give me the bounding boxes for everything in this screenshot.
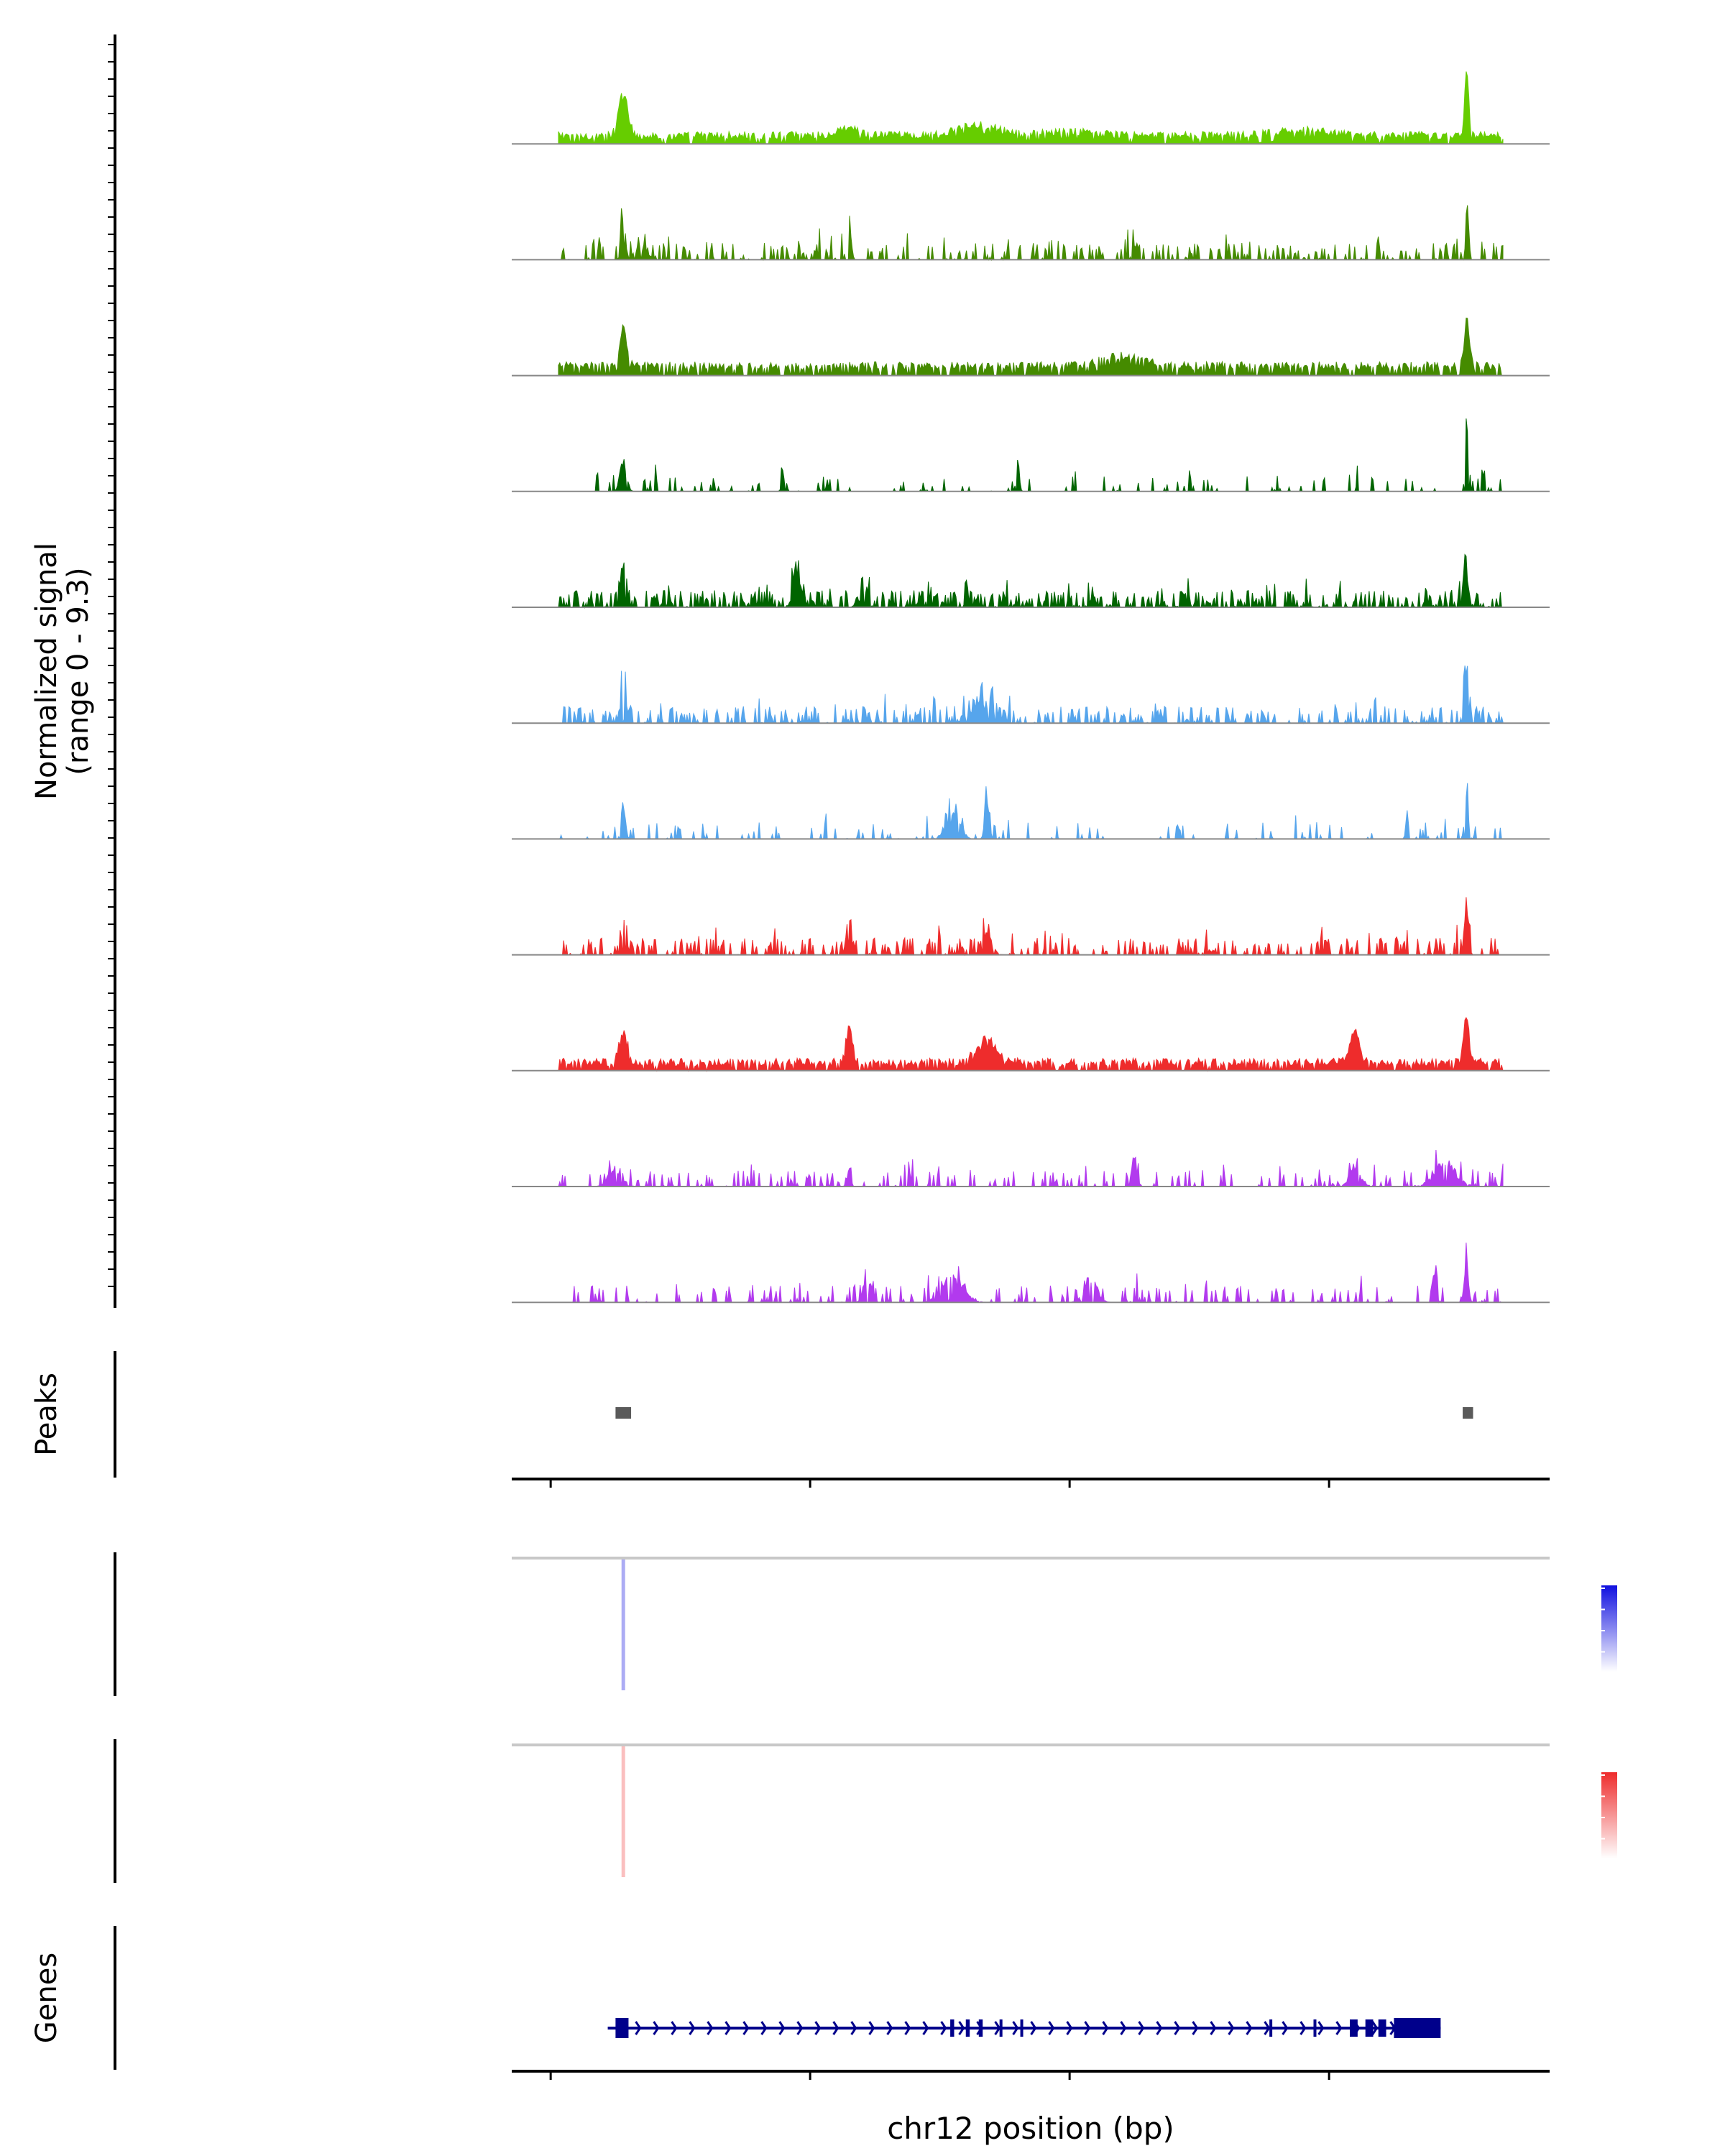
x-axis-lower-ticks xyxy=(549,2071,1330,2080)
peaks-label: Peaks xyxy=(30,1373,63,1456)
coverage-y-range-label: (range 0 - 9.3) xyxy=(62,567,95,775)
coverage-area xyxy=(558,783,1503,841)
strand-arrow xyxy=(742,2021,750,2035)
coverage-area xyxy=(558,553,1503,609)
strand-arrow xyxy=(1102,2021,1109,2035)
gene-exon xyxy=(1350,2019,1358,2037)
gene-exon xyxy=(1378,2019,1386,2037)
links-panel xyxy=(114,1552,1617,1696)
links-panels xyxy=(114,1552,1617,1883)
gene-models xyxy=(607,2018,1441,2038)
strand-arrow xyxy=(1120,2021,1127,2035)
strand-arrow xyxy=(1084,2021,1091,2035)
strand-arrow xyxy=(796,2021,804,2035)
strand-arrow xyxy=(1192,2021,1199,2035)
coverage-track xyxy=(512,1149,1550,1188)
strand-arrow xyxy=(671,2021,678,2035)
coverage-track xyxy=(512,71,1550,146)
coverage-area xyxy=(558,1017,1504,1072)
strand-arrow xyxy=(1300,2021,1307,2035)
coverage-track xyxy=(512,897,1550,957)
coverage-y-label: Normalized signal xyxy=(30,543,63,800)
coverage-tracks xyxy=(512,71,1550,1304)
coverage-area xyxy=(558,1149,1504,1188)
links-panel xyxy=(114,1739,1617,1883)
x-axis-title: chr12 position (bp) xyxy=(887,2111,1174,2146)
strand-arrow xyxy=(1282,2021,1289,2035)
coverage-area xyxy=(558,71,1504,146)
coverage-panel: Normalized signal (range 0 - 9.3) xyxy=(30,34,1550,1308)
genes-label: Genes xyxy=(30,1953,63,2043)
strand-arrow xyxy=(778,2021,786,2035)
strand-arrow xyxy=(832,2021,840,2035)
peak-regions xyxy=(615,1407,1473,1419)
peak-region xyxy=(1463,1407,1473,1419)
gene-exon xyxy=(999,2019,1003,2037)
coverage-track xyxy=(512,318,1550,377)
strand-arrow xyxy=(886,2021,893,2035)
strand-arrow xyxy=(689,2021,696,2035)
coverage-area xyxy=(558,418,1503,493)
strand-arrow xyxy=(653,2021,660,2035)
gene-exon xyxy=(950,2019,954,2037)
coverage-area xyxy=(558,897,1503,957)
coverage-track xyxy=(512,418,1550,493)
peaks-panel: Peaks xyxy=(30,1351,1550,1488)
gene-exon xyxy=(965,2019,970,2037)
strand-arrow xyxy=(940,2021,947,2035)
strand-arrow xyxy=(814,2021,822,2035)
strand-arrow xyxy=(868,2021,875,2035)
gene-exon xyxy=(1269,2019,1273,2037)
peak-region xyxy=(615,1407,632,1419)
strand-arrow xyxy=(1371,2021,1379,2035)
strand-arrow xyxy=(1228,2021,1235,2035)
coverage-area xyxy=(558,205,1504,262)
gene-exon xyxy=(1313,2019,1317,2037)
strand-arrow xyxy=(1264,2021,1271,2035)
legend-colorbar xyxy=(1601,1585,1617,1672)
coverage-track xyxy=(512,1243,1550,1304)
strand-arrow xyxy=(635,2021,642,2035)
strand-arrow xyxy=(707,2021,714,2035)
coverage-area xyxy=(558,665,1504,725)
coverage-area xyxy=(558,1243,1503,1304)
legend-colorbar xyxy=(1601,1772,1617,1858)
strand-arrow xyxy=(724,2021,732,2035)
strand-arrow xyxy=(1317,2021,1325,2035)
strand-arrow xyxy=(1210,2021,1217,2035)
gene-exon xyxy=(615,2018,629,2038)
strand-arrow xyxy=(1048,2021,1055,2035)
strand-arrow xyxy=(904,2021,911,2035)
strand-arrow xyxy=(760,2021,768,2035)
strand-arrow xyxy=(1174,2021,1181,2035)
x-axis-upper-ticks xyxy=(549,1479,1330,1488)
strand-arrow xyxy=(1156,2021,1163,2035)
coverage-track xyxy=(512,665,1550,725)
coverage-track xyxy=(512,205,1550,262)
coverage-y-ticks xyxy=(108,44,115,1287)
strand-arrow xyxy=(1246,2021,1253,2035)
strand-arrow xyxy=(958,2021,965,2035)
strand-arrow xyxy=(1066,2021,1073,2035)
gene-exon xyxy=(1394,2018,1441,2038)
strand-arrow xyxy=(1138,2021,1145,2035)
strand-arrow xyxy=(1335,2021,1343,2035)
coverage-track xyxy=(512,553,1550,609)
coverage-track xyxy=(512,783,1550,841)
gene-exon xyxy=(1365,2019,1374,2037)
genes-panel: Genes chr12 position (bp) xyxy=(30,1926,1550,2146)
gene-exon xyxy=(978,2019,983,2037)
coverage-track xyxy=(512,1017,1550,1072)
strand-arrow xyxy=(1030,2021,1037,2035)
strand-arrow xyxy=(994,2021,1001,2035)
strand-arrow xyxy=(1012,2021,1019,2035)
strand-arrow xyxy=(850,2021,857,2035)
coverage-area xyxy=(558,318,1503,377)
strand-arrow xyxy=(922,2021,929,2035)
gene-exon xyxy=(1020,2019,1024,2037)
